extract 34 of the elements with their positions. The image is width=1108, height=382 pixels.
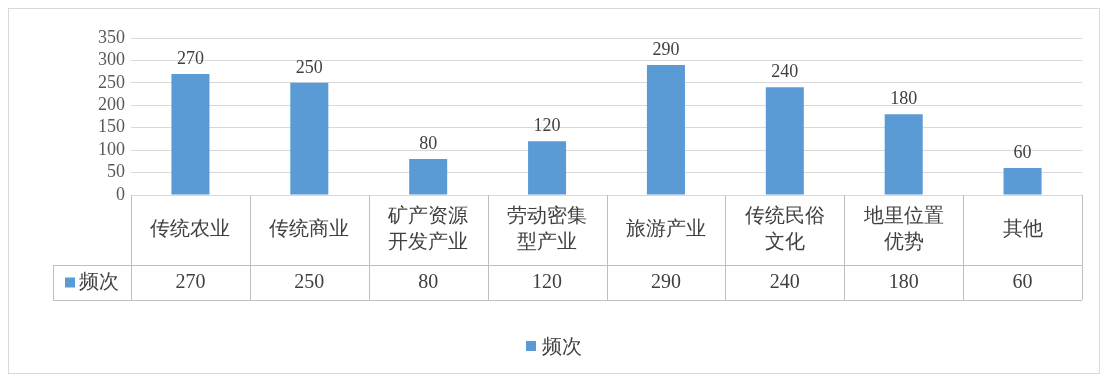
- data-label: 180: [888, 269, 919, 292]
- data-label: 80: [418, 269, 439, 292]
- x-tick-label: 劳动密集型产业: [507, 204, 588, 253]
- data-label: 290: [650, 269, 681, 292]
- bar: [290, 82, 329, 195]
- x-tick-label: 旅游产业: [625, 217, 706, 240]
- bar: [765, 87, 804, 195]
- bar: [1003, 168, 1042, 195]
- y-tick-label: 50: [107, 161, 125, 182]
- data-label: 60: [1012, 269, 1033, 292]
- bar: [646, 64, 685, 195]
- frame: 0 50 100 150 200 250 300 350 270 250 80 120 290 240 180 60 传统农业 传统商业 矿产资源开发产业 劳动密集型产业 旅游产业 传统民俗文化 地里位置优势 其他 频次 270 250 80 120 290 240 180 60 频次: [8, 8, 1100, 374]
- data-label: 250: [294, 269, 325, 292]
- x-tick-label: 传统农业: [150, 217, 231, 240]
- bar: [528, 141, 567, 195]
- y-tick-label: 300: [98, 49, 125, 70]
- y-tick-label: 350: [98, 26, 125, 47]
- x-tick-label: 地里位置优势: [862, 204, 944, 253]
- bar: [884, 114, 923, 195]
- legend-label: 频次: [79, 269, 119, 292]
- data-label: 270: [175, 269, 206, 292]
- y-tick-label: 0: [116, 183, 125, 204]
- x-tick-label: 其他: [1002, 217, 1043, 240]
- data-label: 240: [769, 269, 800, 292]
- y-tick-label: 150: [98, 116, 125, 137]
- x-tick-label: 传统民俗文化: [744, 204, 825, 253]
- y-tick-label: 200: [98, 94, 125, 115]
- y-tick-label: 250: [98, 71, 125, 92]
- x-tick-label: 传统商业: [269, 217, 350, 240]
- bar: [171, 73, 210, 195]
- data-label: 120: [532, 269, 563, 292]
- x-tick-label: 矿产资源开发产业: [387, 204, 469, 253]
- bar: [409, 159, 448, 195]
- y-tick-label: 100: [98, 138, 125, 159]
